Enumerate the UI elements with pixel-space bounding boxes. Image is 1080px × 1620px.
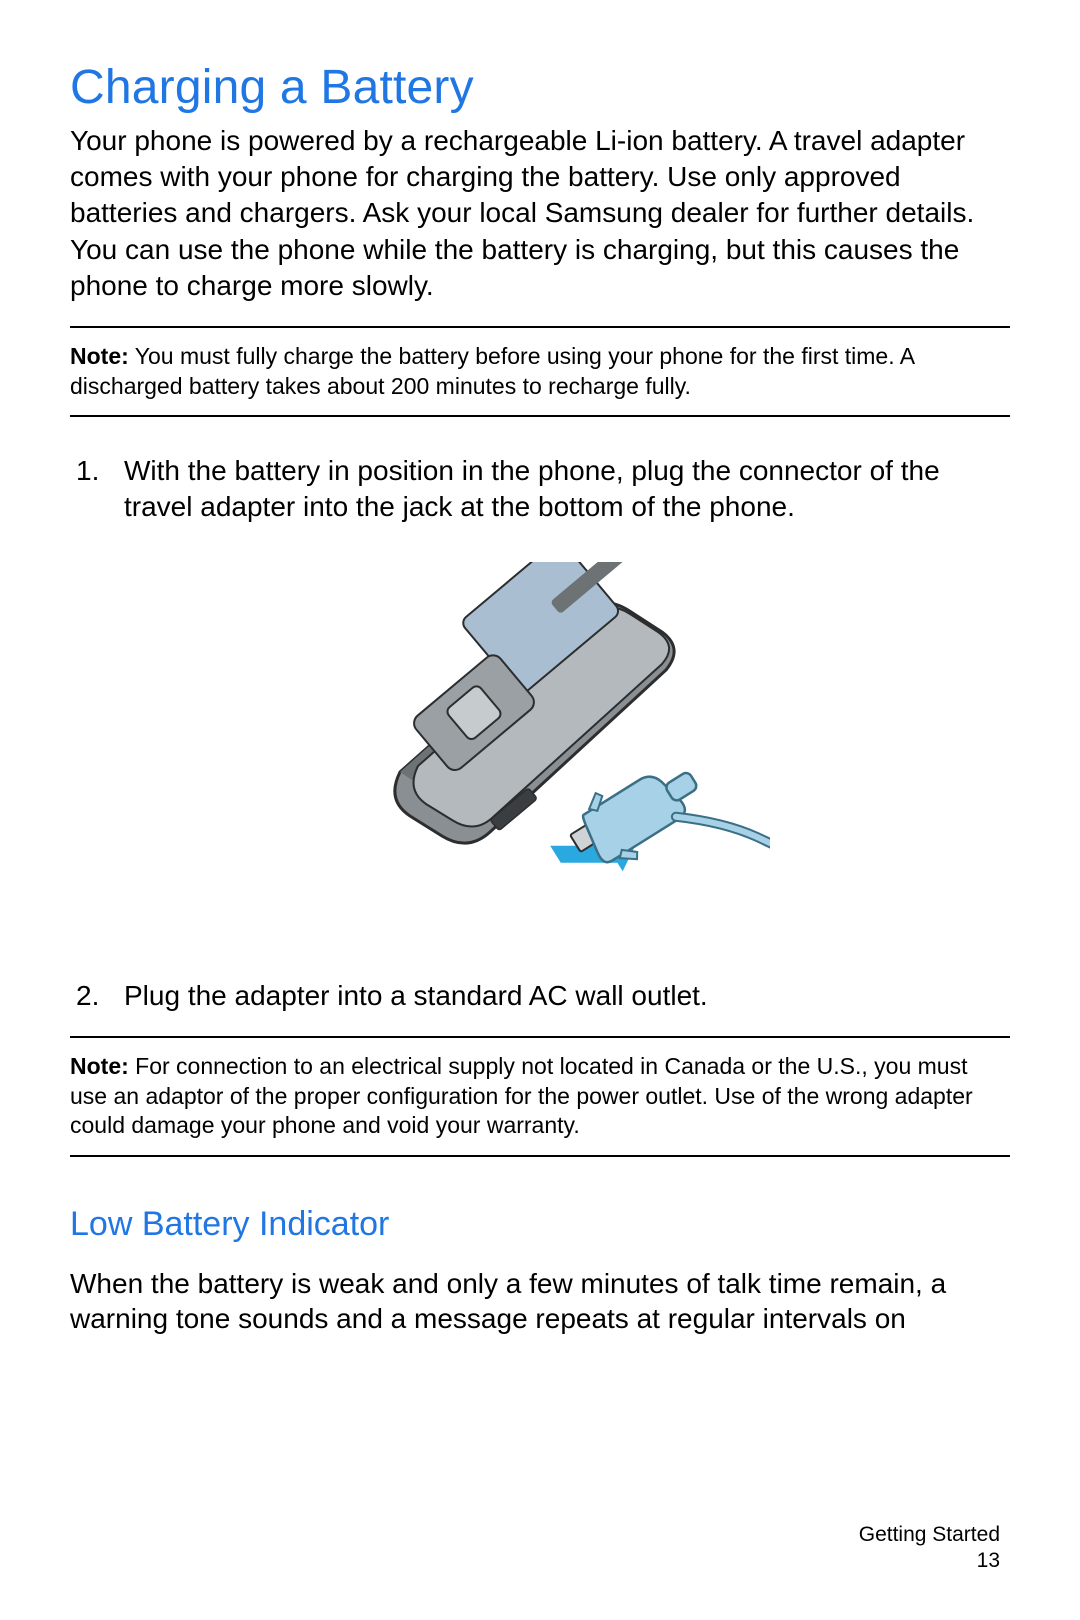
footer-section-name: Getting Started xyxy=(859,1522,1000,1548)
page-footer: Getting Started 13 xyxy=(859,1522,1000,1575)
page-title: Charging a Battery xyxy=(70,60,1010,115)
intro-paragraph-2: You can use the phone while the battery … xyxy=(70,232,1010,304)
footer-page-number: 13 xyxy=(859,1548,1000,1574)
note-text-2: For connection to an electrical supply n… xyxy=(70,1053,973,1138)
low-battery-paragraph: When the battery is weak and only a few … xyxy=(70,1266,1010,1338)
note-label-2: Note: xyxy=(70,1053,129,1079)
note-label: Note: xyxy=(70,343,129,369)
note-block-1: Note: You must fully charge the battery … xyxy=(70,326,1010,417)
step-1-text: With the battery in position in the phon… xyxy=(124,453,1010,526)
step-2-text: Plug the adapter into a standard AC wall… xyxy=(124,978,1010,1014)
steps-list-continued: 2. Plug the adapter into a standard AC w… xyxy=(70,978,1010,1014)
step-2: 2. Plug the adapter into a standard AC w… xyxy=(70,978,1010,1014)
note-block-2: Note: For connection to an electrical su… xyxy=(70,1036,1010,1156)
step-1: 1. With the battery in position in the p… xyxy=(70,453,1010,526)
phone-charger-svg xyxy=(310,562,770,942)
phone-charging-illustration xyxy=(70,562,1010,942)
intro-paragraph-1: Your phone is powered by a rechargeable … xyxy=(70,123,1010,230)
note-text-1: You must fully charge the battery before… xyxy=(70,343,914,398)
step-1-number: 1. xyxy=(70,453,124,526)
step-2-number: 2. xyxy=(70,978,124,1014)
subsection-title: Low Battery Indicator xyxy=(70,1205,1010,1244)
manual-page: Charging a Battery Your phone is powered… xyxy=(0,0,1080,1620)
steps-list: 1. With the battery in position in the p… xyxy=(70,453,1010,526)
